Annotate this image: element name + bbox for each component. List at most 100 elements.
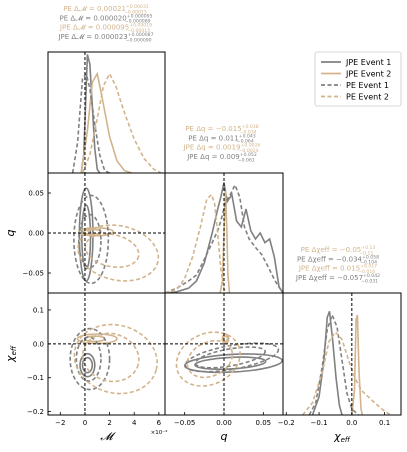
- marginal-line-q-jpe-event-1: [165, 182, 283, 293]
- legend-label: PE Event 1: [346, 81, 389, 90]
- title-label: PE Δq = −0.015: [185, 125, 241, 133]
- title-lower: −0.061: [238, 157, 255, 163]
- x-tick-label: 6: [157, 419, 162, 427]
- panel-frame: [47, 292, 166, 416]
- title-lower: −0.031: [361, 278, 378, 284]
- contour-chi_mc-jpe-event-1: [81, 356, 94, 374]
- contour-q_mc-pe-event-2: [77, 224, 160, 282]
- panel-frame: [282, 292, 402, 416]
- x-tick-label: −2: [55, 419, 65, 427]
- legend-label: JPE Event 2: [345, 70, 391, 79]
- title-upper: +0.000087: [128, 32, 154, 38]
- x-tick-label: −0.1: [311, 419, 328, 427]
- title-lower: −0.11: [359, 250, 373, 256]
- title-upper: +0.0026: [241, 143, 261, 149]
- title-upper: +0.038: [242, 124, 259, 130]
- y-tick-label: 0.05: [28, 190, 44, 198]
- contour-chi_mc-pe-event-1: [69, 327, 111, 391]
- title-lower: −0.000089: [125, 19, 151, 25]
- legend: JPE Event 1 JPE Event 2 PE Event 1 PE Event…: [314, 51, 402, 107]
- x-tick-label: 2: [107, 419, 111, 427]
- panel-plot: [302, 293, 392, 415]
- contour-chi_mc-pe-event-2: [81, 332, 140, 383]
- marginal-line-q-pe-event-1: [165, 183, 283, 293]
- marginal-line-chi-jpe-event-2: [351, 314, 364, 415]
- x-tick-label: 0.1: [379, 419, 390, 427]
- x-axis-label: χeff: [333, 430, 351, 444]
- x-tick-label: 0.05: [256, 419, 272, 427]
- panel-chi-mc: −0.2 −0.1 0.0 0.1 χeff −2 0 2 4 6 ×10⁻⁴ 𝓜: [4, 292, 169, 443]
- title-label: PE Δχeff = −0.034: [297, 255, 363, 263]
- contour-chi_mc-pe-event-1: [75, 336, 102, 382]
- marginal-line-mc-pe-event-2: [81, 72, 162, 173]
- title-upper: +0.00019: [129, 23, 152, 29]
- x-tick-label: 0: [83, 419, 87, 427]
- title-lower: −0.00015: [127, 28, 150, 34]
- title-upper: +0.043: [239, 133, 256, 139]
- x-tick-label: 0.0: [346, 419, 357, 427]
- title-lower: −0.104: [360, 260, 377, 266]
- y-tick-label: −0.05: [23, 270, 44, 278]
- marginal-line-chi-pe-event-1: [308, 312, 359, 415]
- title-label: PE Δ𝓜 = 0.000020: [60, 14, 127, 22]
- title-label: PE Δχeff = −0.05: [301, 246, 362, 254]
- contour-chi_mc-pe-event-2: [73, 323, 158, 395]
- title-label: PE Δq = 0.011: [188, 134, 238, 142]
- y-tick-label: −0.2: [27, 408, 44, 416]
- y-tick-label: 0.0: [33, 340, 44, 348]
- marginal-line-mc-jpe-event-2: [80, 71, 132, 173]
- title-lower: −0.064: [237, 139, 254, 145]
- title-upper: +0.13: [361, 245, 375, 251]
- title-upper: +0.017: [360, 264, 377, 270]
- title-upper: +0.052: [240, 152, 257, 158]
- contour-chi_q-pe-event-2: [186, 339, 234, 379]
- marginal-line-q-pe-event-2: [165, 193, 228, 293]
- legend-label: PE Event 2: [346, 93, 389, 102]
- contour-q_mc-jpe-event-1: [81, 204, 92, 270]
- y-axis-label: q: [4, 229, 17, 236]
- panel-plot: [165, 173, 283, 293]
- panel-q-mc: −0.05 0.00 0.05 q: [4, 172, 166, 294]
- panel-chi-chi: −0.2 −0.1 0.0 0.1 χeff: [278, 292, 402, 444]
- title-q-2: JPE Δq = 0.0019+0.0026: [183, 143, 261, 152]
- title-q-0: PE Δq = −0.015+0.038: [185, 124, 258, 133]
- panel-mc-mc: [47, 51, 166, 174]
- marginal-line-chi-jpe-event-1: [311, 311, 343, 415]
- title-label: JPE Δχeff = −0.057: [295, 274, 363, 282]
- title-chi-3: JPE Δχeff = −0.057+0.042: [295, 273, 380, 282]
- x-tick-scale: ×10⁻⁴: [151, 429, 169, 436]
- panel-plot: [48, 173, 165, 293]
- title-mc-0: PE Δ𝓜 = 0.00021+0.00031: [63, 4, 149, 13]
- contour-chi_q-pe-event-2: [175, 331, 241, 387]
- title-lower: −0.016: [358, 269, 375, 275]
- title-label: JPE Δq = 0.009: [186, 153, 240, 161]
- x-tick-label: 0.00: [216, 419, 232, 427]
- title-upper: +0.00031: [126, 4, 149, 10]
- panel-plot: [71, 52, 162, 173]
- y-axis-label-sub: eff: [10, 345, 18, 355]
- x-tick-label: −0.2: [278, 419, 295, 427]
- x-axis-label: q: [221, 430, 228, 443]
- title-lower: −0.000090: [126, 37, 152, 43]
- title-mc-3: JPE Δ𝓜 = 0.000023+0.000087: [57, 32, 153, 41]
- x-axis-label-sub: eff: [341, 436, 351, 444]
- title-mc-2: JPE Δ𝓜 = 0.000095+0.00019: [59, 23, 152, 32]
- title-label: JPE Δ𝓜 = 0.000023: [57, 33, 127, 41]
- legend-frame: [314, 51, 402, 107]
- contour-q_mc-pe-event-2: [84, 233, 140, 269]
- title-lower: −0.0024: [239, 148, 259, 154]
- title-chi-0: PE Δχeff = −0.05+0.13: [301, 245, 376, 254]
- title-q-3: JPE Δq = 0.009+0.052: [186, 152, 257, 161]
- title-label: JPE Δχeff = 0.015: [298, 265, 360, 273]
- title-chi-2: JPE Δχeff = 0.015+0.017: [298, 264, 377, 273]
- y-tick-label: −0.1: [27, 374, 44, 382]
- y-tick-label: 0.1: [33, 306, 44, 314]
- title-lower: −0.00015: [124, 9, 147, 15]
- title-label: JPE Δq = 0.0019: [183, 144, 241, 152]
- marginal-line-mc-pe-event-1: [71, 71, 110, 173]
- title-q-1: PE Δq = 0.011+0.043: [188, 133, 256, 142]
- y-tick-label: 0.00: [28, 230, 44, 238]
- y-axis-label: χeff: [4, 345, 18, 363]
- marginal-line-chi-pe-event-2: [302, 330, 392, 415]
